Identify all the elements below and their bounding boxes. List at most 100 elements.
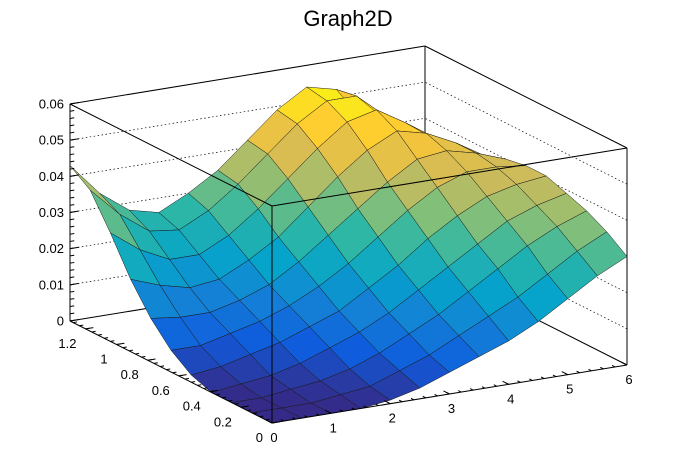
y-minor-tick [141, 355, 146, 358]
y-axis [69, 320, 273, 424]
x-minor-tick [363, 405, 367, 408]
z-tick-label: 0.03 [39, 205, 64, 220]
y-minor-tick [153, 362, 158, 364]
y-minor-tick [247, 409, 252, 411]
y-minor-tick [160, 365, 165, 368]
front-box [69, 103, 628, 423]
x-minor-tick [280, 419, 285, 422]
x-minor-tick [493, 384, 498, 387]
z-minor-tick [69, 298, 75, 300]
x-minor-tick [434, 393, 438, 397]
y-minor-tick [228, 399, 233, 402]
z-minor-tick [69, 211, 75, 213]
x-minor-tick [588, 368, 592, 372]
y-minor-tick [184, 377, 189, 380]
y-minor-tick [79, 324, 84, 327]
box-edge [424, 45, 628, 149]
surface-cell [576, 231, 628, 277]
y-minor-tick [85, 327, 90, 330]
y-minor-tick [215, 393, 221, 396]
y-minor-tick [97, 333, 102, 336]
z-minor-tick [69, 110, 75, 112]
z-minor-tick [69, 225, 75, 228]
x-tick-label: 0 [270, 430, 277, 445]
y-minor-tick [197, 384, 202, 386]
z-minor-tick [69, 261, 75, 264]
y-minor-tick [122, 346, 127, 349]
y-tick-label: 0.4 [183, 399, 201, 414]
z-minor-tick [69, 117, 75, 119]
z-minor-tick [69, 102, 75, 105]
z-minor-tick [69, 131, 75, 134]
y-minor-tick [271, 421, 276, 424]
y-tick-label: 0.2 [214, 414, 232, 429]
y-minor-tick [104, 337, 109, 339]
z-minor-tick [69, 182, 75, 185]
y-minor-tick [178, 374, 183, 377]
x-minor-tick [540, 376, 545, 379]
x-tick-label: 1 [330, 420, 337, 435]
z-minor-tick [69, 138, 75, 141]
y-minor-tick [116, 343, 121, 346]
y-tick-label: 0.8 [121, 367, 139, 382]
z-minor-tick [69, 269, 75, 271]
x-minor-tick [316, 413, 320, 416]
x-minor-tick [304, 415, 308, 418]
y-minor-tick [259, 415, 264, 418]
z-tick-label: 0 [57, 314, 64, 329]
z-minor-tick [69, 124, 75, 127]
y-minor-tick [191, 381, 196, 383]
y-tick-label: 1.2 [58, 336, 76, 351]
x-minor-tick [292, 417, 296, 420]
x-minor-tick [327, 411, 332, 414]
x-minor-tick [398, 399, 403, 403]
x-minor-tick [552, 374, 557, 378]
z-minor-tick [69, 290, 75, 293]
z-minor-tick [69, 204, 75, 206]
box-edge [271, 147, 628, 207]
z-minor-tick [69, 153, 75, 156]
z-tick-label: 0.02 [39, 241, 64, 256]
x-minor-tick [422, 395, 427, 399]
x-minor-tick [611, 364, 616, 368]
z-minor-tick [69, 283, 75, 286]
y-tick-label: 0.6 [152, 383, 170, 398]
z-minor-tick [69, 146, 75, 148]
surface-cell [69, 165, 120, 215]
y-minor-tick [135, 352, 140, 355]
y-minor-tick [253, 412, 258, 415]
x-minor-tick [446, 392, 450, 395]
box-edge [69, 103, 273, 207]
axes [69, 102, 628, 424]
z-minor-tick [69, 247, 75, 250]
x-minor-tick [517, 380, 521, 383]
z-tick-label: 0.01 [39, 277, 64, 292]
x-minor-tick [387, 401, 391, 405]
x-tick-label: 5 [566, 382, 573, 397]
x-minor-tick [268, 421, 273, 424]
y-minor-tick [172, 371, 177, 374]
y-minor-tick [222, 396, 227, 399]
y-minor-tick [203, 387, 208, 389]
x-minor-tick [505, 382, 509, 385]
z-tick-label: 0.04 [39, 169, 64, 184]
x-minor-tick [600, 366, 604, 370]
y-minor-tick [91, 330, 96, 333]
x-minor-tick [623, 363, 628, 366]
z-tick-label: 0.06 [39, 97, 64, 112]
x-tick-label: 4 [507, 391, 514, 406]
y-minor-tick [128, 349, 134, 352]
z-minor-tick [69, 240, 75, 242]
y-minor-tick [240, 406, 245, 408]
y-minor-tick [110, 340, 115, 342]
x-tick-label: 3 [448, 401, 455, 416]
z-minor-tick [69, 175, 75, 177]
chart-title: Graph2D [303, 6, 392, 31]
tick-labels: 0 1 2 3 4 5 6 0 0.2 0.4 0.6 0.8 1 1.2 0 0.01 0.02 0.03 0.0… [39, 97, 633, 446]
x-minor-tick [576, 370, 580, 374]
z-minor-tick [69, 218, 75, 221]
y-minor-tick [147, 359, 152, 361]
grid-line-side-wall [424, 81, 628, 185]
y-minor-tick [265, 418, 270, 421]
